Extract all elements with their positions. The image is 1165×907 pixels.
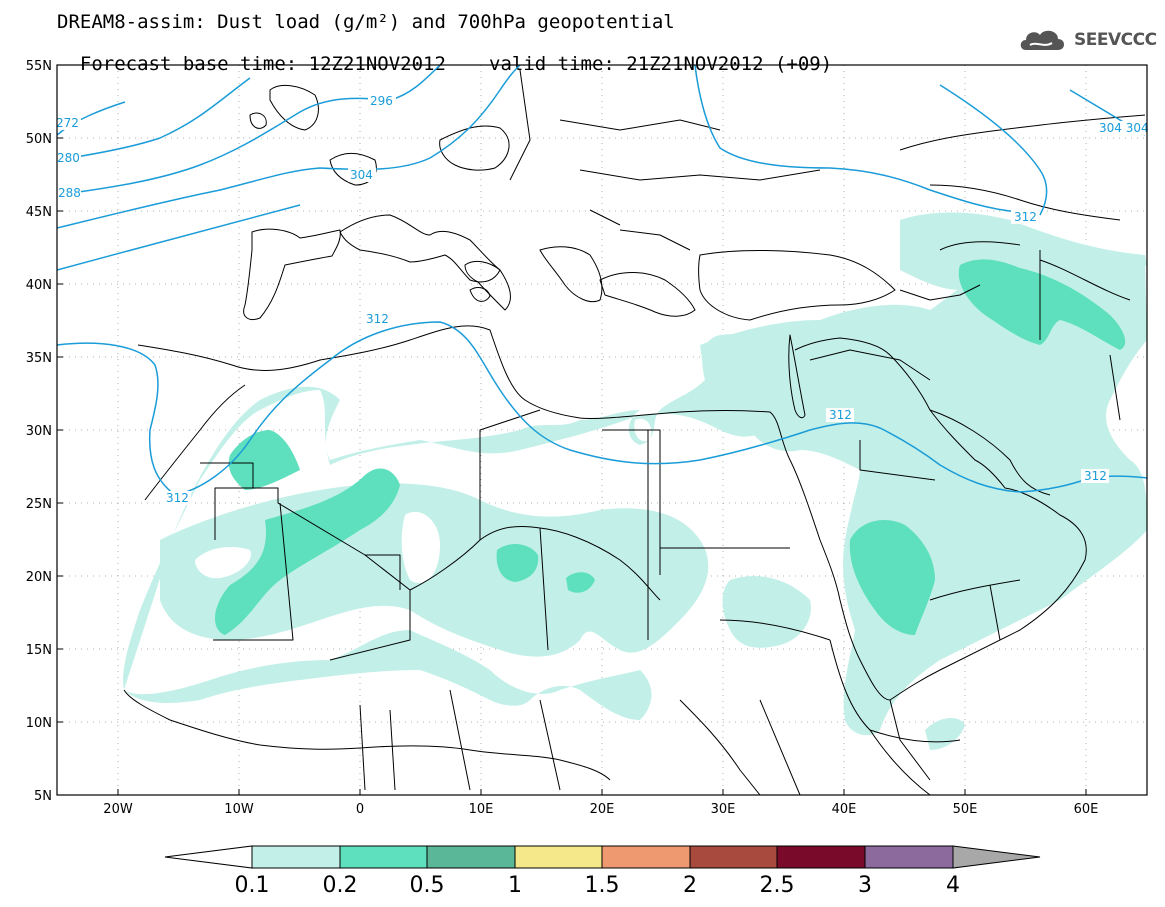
colorbar-label: 0.5	[410, 873, 445, 898]
lat-label-35n: 35N	[26, 351, 52, 366]
contour-label-272: 272	[56, 116, 79, 130]
axis-ticks	[57, 64, 1087, 796]
contour-label-312-a: 312	[366, 312, 389, 326]
map-subtitle: Forecast base time: 12Z21NOV2012 valid ti…	[57, 34, 832, 75]
colorbar-swatch-0.1	[251, 845, 341, 869]
colorbar-label: 3	[858, 873, 872, 898]
map-title: DREAM8-assim: Dust load (g/m²) and 700hP…	[57, 11, 675, 33]
contour-label-312-c: 312	[829, 408, 852, 422]
lon-label-20e: 20E	[590, 802, 615, 817]
logo-text: SEEVCCC	[1074, 30, 1157, 50]
contour-label-280: 280	[57, 151, 80, 165]
colorbar-label: 2	[683, 873, 697, 898]
lon-label-30e: 30E	[711, 802, 736, 817]
colorbar-swatch-0.2	[339, 845, 428, 869]
geopotential-contours	[57, 65, 1147, 496]
lat-label-25n: 25N	[26, 497, 52, 512]
colorbar-swatch-1.5	[601, 845, 691, 869]
lat-label-55n: 55N	[26, 59, 52, 74]
lon-label-40e: 40E	[832, 802, 857, 817]
colorbar-swatch-1	[514, 845, 603, 869]
lat-label-15n: 15N	[26, 643, 52, 658]
latitude-labels: 55N 50N 45N 40N 35N 30N 25N 20N 15N 10N …	[26, 59, 52, 804]
colorbar-upper-arrow	[952, 845, 1041, 869]
colorbar-labels: 0.1 0.2 0.5 1 1.5 2 2.5 3 4	[235, 873, 961, 898]
lon-label-0: 0	[356, 802, 364, 817]
contour-label-312-e: 312	[1084, 469, 1107, 483]
colorbar-label: 0.2	[323, 873, 358, 898]
colorbar-swatch-3	[864, 845, 954, 869]
lat-label-50n: 50N	[26, 132, 52, 147]
colorbar-label: 0.1	[235, 873, 270, 898]
colorbar-label: 4	[946, 873, 960, 898]
seevccc-logo: SEEVCCC	[1018, 25, 1157, 55]
lat-label-5n: 5N	[34, 789, 52, 804]
contour-label-312-d: 312	[1014, 210, 1037, 224]
colorbar-label: 1.5	[585, 873, 620, 898]
lat-label-40n: 40N	[26, 278, 52, 293]
contour-label-group: 272 280 288 296 304 312 312 312 312 312 …	[54, 94, 1149, 505]
colorbar-swatch-0.5	[426, 845, 516, 869]
colorbar	[164, 845, 1041, 869]
lat-label-10n: 10N	[26, 716, 52, 731]
forecast-base-time: Forecast base time: 12Z21NOV2012	[79, 53, 446, 75]
contour-label-296: 296	[370, 94, 393, 108]
lat-label-45n: 45N	[26, 205, 52, 220]
lon-label-20w: 20W	[103, 802, 133, 817]
colorbar-swatch-2.5	[776, 845, 866, 869]
valid-time: valid time: 21Z21NOV2012 (+09)	[489, 53, 833, 75]
colorbar-label: 1	[508, 873, 522, 898]
lat-label-30n: 30N	[26, 424, 52, 439]
colorbar-swatch-2	[689, 845, 778, 869]
contour-label-312-b: 312	[166, 491, 189, 505]
lon-label-10w: 10W	[224, 802, 254, 817]
longitude-labels: 20W 10W 0 10E 20E 30E 40E 50E 60E	[103, 802, 1098, 817]
colorbar-lower-arrow	[164, 845, 253, 869]
dust-load-mid	[214, 259, 1126, 635]
colorbar-label: 2.5	[760, 873, 795, 898]
contour-label-304: 304	[350, 168, 373, 182]
lat-label-20n: 20N	[26, 570, 52, 585]
contour-label-304-pair: 304 304	[1099, 121, 1149, 135]
lon-label-10e: 10E	[469, 802, 494, 817]
lon-label-60e: 60E	[1074, 802, 1099, 817]
cloud-icon	[1020, 30, 1064, 50]
contour-label-288: 288	[58, 186, 81, 200]
lon-label-50e: 50E	[953, 802, 978, 817]
dust-free-holes	[195, 418, 652, 584]
coastlines-and-borders	[123, 69, 1146, 795]
